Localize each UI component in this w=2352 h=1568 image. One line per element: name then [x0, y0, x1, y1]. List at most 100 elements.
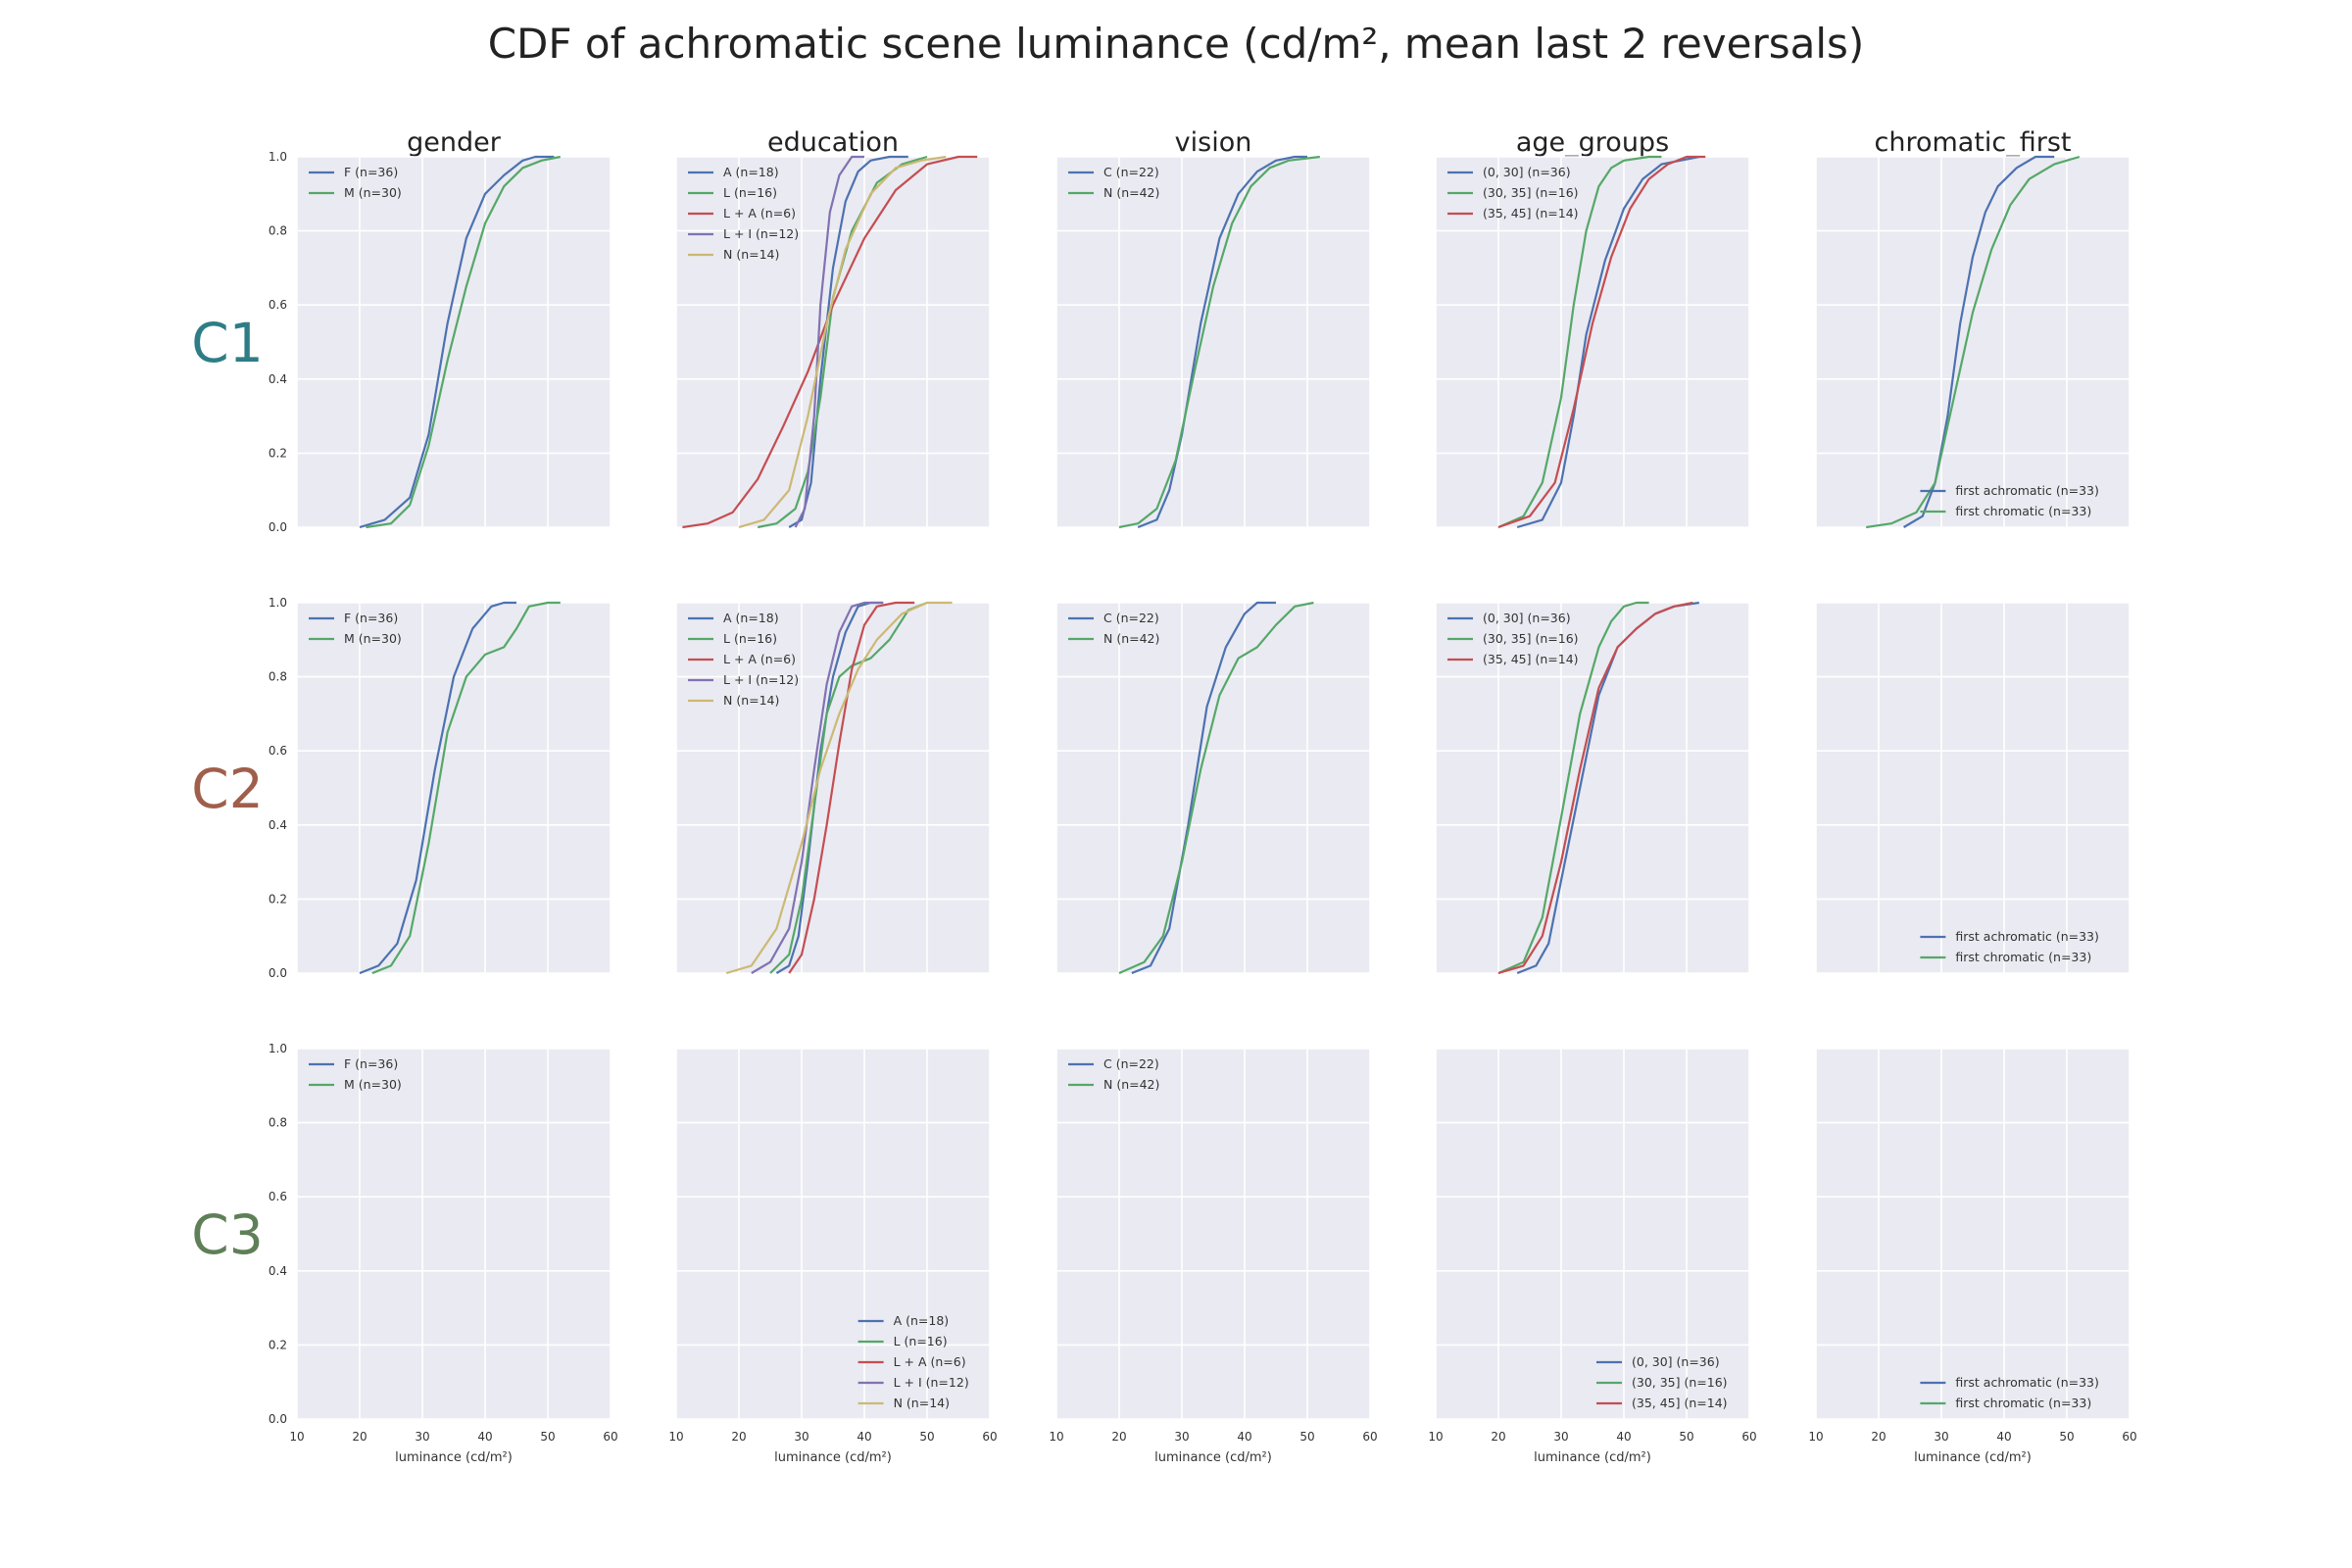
x-tick-label: 40 — [1616, 1430, 1631, 1444]
x-tick-label: 40 — [857, 1430, 871, 1444]
series-line-age_groups-2 — [1497, 155, 1706, 529]
y-tick-label: 0.2 — [269, 892, 287, 906]
series-line-chromatic_first-0 — [1903, 155, 2055, 528]
panel-C2-chromatic_first: first achromatic (n=33) first chromatic (… — [1815, 602, 2131, 974]
x-tick-label: 50 — [540, 1430, 555, 1444]
panel-background — [1436, 157, 1749, 527]
x-tick-label: 40 — [1996, 1430, 2011, 1444]
legend-label: A (n=18) — [894, 1313, 950, 1328]
x-tick-label: 30 — [1553, 1430, 1568, 1444]
x-axis-label: luminance (cd/m²) — [774, 1450, 892, 1465]
y-tick-label: 0.4 — [269, 1264, 287, 1278]
legend-label: L + I (n=12) — [723, 672, 799, 687]
series-line-age_groups-0 — [1516, 155, 1700, 529]
panel-background — [1056, 1049, 1370, 1419]
panel-C2-gender: 0.0 0.2 0.4 0.6 0.8 1.0 F (n=36) M (n=30) — [269, 596, 612, 980]
x-tick-label: 20 — [1871, 1430, 1886, 1444]
legend-age_groups: (0, 30] (n=36) (30, 35] (n=16) (35, 45] (n… — [1596, 1354, 1728, 1410]
y-tick-label: 0.6 — [269, 744, 287, 758]
x-axis-label: luminance (cd/m²) — [1914, 1450, 2032, 1465]
x-tick-label: 20 — [352, 1430, 367, 1444]
x-axis-label: luminance (cd/m²) — [1154, 1450, 1272, 1465]
panel-background — [1056, 157, 1370, 527]
x-tick-label: 50 — [1299, 1430, 1314, 1444]
legend-gender: F (n=36) M (n=30) — [309, 165, 402, 200]
legend-label: F (n=36) — [344, 1056, 398, 1071]
series-line-gender-1 — [371, 601, 561, 975]
series-line-vision-1 — [1118, 155, 1320, 529]
x-tick-label: 20 — [1491, 1430, 1505, 1444]
legend-education: A (n=18) L (n=16) L + A (n=6) L + I (n=12) N… — [688, 611, 799, 708]
legend-label: M (n=30) — [344, 1077, 402, 1092]
legend-label: N (n=42) — [1103, 185, 1159, 200]
y-tick-label: 0.2 — [269, 446, 287, 460]
legend-label: C (n=22) — [1103, 165, 1159, 179]
y-tick-label: 0.8 — [269, 1116, 287, 1130]
y-tick-label: 1.0 — [269, 1042, 287, 1055]
series-line-vision-1 — [1118, 601, 1314, 975]
legend-label: C (n=22) — [1103, 611, 1159, 625]
legend-label: L (n=16) — [723, 185, 777, 200]
y-tick-label: 0.6 — [269, 1190, 287, 1203]
x-tick-label: 50 — [1679, 1430, 1693, 1444]
panel-background — [676, 1049, 990, 1419]
legend-education: A (n=18) L (n=16) L + A (n=6) L + I (n=12) N… — [858, 1313, 969, 1410]
legend-vision: C (n=22) N (n=42) — [1068, 611, 1159, 646]
panel-C2-vision: C (n=22) N (n=42) — [1055, 601, 1371, 975]
series-line-gender-0 — [359, 155, 555, 529]
column-title-gender: gender — [407, 127, 502, 158]
legend-label: first chromatic (n=33) — [1955, 950, 2091, 964]
x-tick-label: 30 — [1934, 1430, 1948, 1444]
column-title-chromatic_first: chromatic_first — [1874, 127, 2071, 158]
legend-label: first chromatic (n=33) — [1955, 1396, 2091, 1410]
y-tick-label: 1.0 — [269, 596, 287, 610]
legend-chromatic_first: first achromatic (n=33) first chromatic (… — [1920, 929, 2099, 964]
legend-vision: C (n=22) N (n=42) — [1068, 165, 1159, 200]
series-line-education-2 — [682, 155, 978, 529]
legend-gender: F (n=36) M (n=30) — [309, 611, 402, 646]
panel-background — [1436, 603, 1749, 973]
legend-label: first chromatic (n=33) — [1955, 504, 2091, 518]
panel-C1-gender: 0.0 0.2 0.4 0.6 0.8 1.0 F (n=36) M (n=30) — [269, 150, 612, 534]
panel-C3-gender: 0.0 0.2 0.4 0.6 0.8 1.0 10 20 30 40 50 60 luminance … — [269, 1042, 618, 1465]
legend-label: (30, 35] (n=16) — [1483, 631, 1579, 646]
series-line-vision-0 — [1137, 155, 1307, 529]
y-tick-label: 0.0 — [269, 966, 287, 980]
x-tick-label: 50 — [2059, 1430, 2074, 1444]
panel-background — [297, 1049, 611, 1419]
legend-chromatic_first: first achromatic (n=33) first chromatic (… — [1920, 1375, 2099, 1410]
x-tick-label: 20 — [731, 1430, 746, 1444]
panel-C1-age_groups: (0, 30] (n=36) (30, 35] (n=16) (35, 45] (n… — [1435, 155, 1750, 529]
panel-C2-age_groups: (0, 30] (n=36) (30, 35] (n=16) (35, 45] (n… — [1435, 601, 1750, 975]
panel-C1-chromatic_first: first achromatic (n=33) first chromatic (… — [1815, 155, 2131, 529]
panel-background — [1056, 603, 1370, 973]
panel-background — [676, 157, 990, 527]
x-tick-label: 10 — [1049, 1430, 1063, 1444]
y-tick-label: 0.4 — [269, 372, 287, 386]
legend-label: (30, 35] (n=16) — [1632, 1375, 1728, 1390]
x-tick-label: 60 — [603, 1430, 617, 1444]
x-tick-label: 40 — [1237, 1430, 1251, 1444]
series-line-age_groups-2 — [1497, 601, 1693, 975]
legend-label: (35, 45] (n=14) — [1483, 652, 1579, 666]
x-axis-label: luminance (cd/m²) — [1534, 1450, 1651, 1465]
legend-label: L + A (n=6) — [894, 1354, 966, 1369]
x-tick-label: 50 — [919, 1430, 934, 1444]
column-title-age_groups: age_groups — [1516, 127, 1669, 158]
legend-label: L + A (n=6) — [723, 652, 796, 666]
panel-C3-chromatic_first: 10 20 30 40 50 60 luminance (cd/m²) first achro… — [1808, 1048, 2137, 1465]
y-tick-label: 0.8 — [269, 670, 287, 684]
series-line-gender-1 — [366, 155, 562, 529]
x-tick-label: 30 — [794, 1430, 808, 1444]
column-title-education: education — [767, 127, 899, 158]
legend-vision: C (n=22) N (n=42) — [1068, 1056, 1159, 1092]
panel-background — [1816, 157, 2130, 527]
legend-label: F (n=36) — [344, 165, 398, 179]
series-line-education-3 — [794, 155, 864, 528]
legend-label: (0, 30] (n=36) — [1632, 1354, 1720, 1369]
legend-label: L + I (n=12) — [894, 1375, 969, 1390]
series-line-vision-0 — [1131, 601, 1276, 975]
panel-background — [297, 157, 611, 527]
legend-education: A (n=18) L (n=16) L + A (n=6) L + I (n=12) N… — [688, 165, 799, 262]
